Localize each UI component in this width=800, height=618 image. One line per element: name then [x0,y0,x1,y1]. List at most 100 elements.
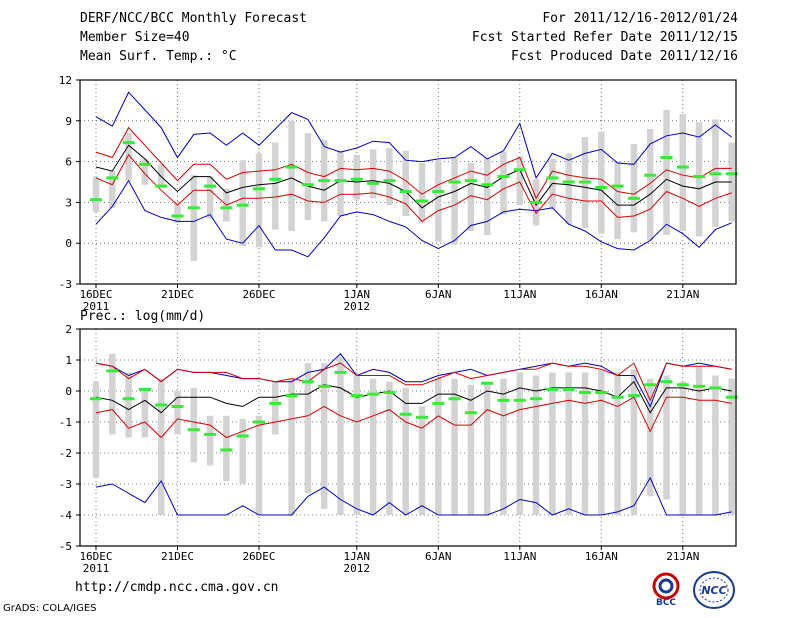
prec-median-mark [334,370,347,374]
temp-median-mark [432,190,445,194]
prec-median-mark [432,401,445,405]
temp-median-mark [220,206,233,210]
prec-box [630,369,638,515]
temp-median-mark [90,198,102,202]
prec-box [206,415,214,466]
temp-box [516,156,524,206]
prec-median-mark [399,412,412,416]
prec-ytick-label: -4 [59,509,73,522]
prec-box [157,378,165,515]
prec-median-mark [627,394,640,398]
prec-median-mark [676,383,689,387]
prec-box [483,381,491,515]
prec-box [516,372,524,515]
temp-box [369,149,377,199]
temp-median-mark [448,180,461,184]
prec-median-mark [220,448,233,452]
prec-box [320,363,328,509]
temp-year-label: 2011 [83,300,110,313]
prec-median-mark [530,397,543,401]
prec-box [581,372,589,515]
temp-mean-plus-sd-line [95,126,732,200]
temp-xtick-label: 21JAN [666,288,699,301]
prec-median-mark [383,391,396,395]
temp-box [402,150,409,216]
temp-box [239,160,246,246]
prec-median-mark [204,432,217,436]
prec-box [174,391,181,435]
prec-ytick-label: -2 [59,447,72,460]
temp-median-mark [676,165,689,169]
temp-max-line [95,91,732,180]
temp-box [646,128,654,241]
temp-box [614,161,621,240]
temp-box [451,157,458,245]
prec-box [223,415,230,481]
prec-median-mark [660,380,673,384]
temp-median-mark [546,176,559,180]
bcc-logo-text: BCC [656,598,676,608]
prec-min-line [95,476,732,516]
prec-median-mark [318,384,331,388]
temp-median-mark [204,184,217,188]
prec-box [369,378,377,515]
temp-box [663,109,670,236]
temp-median-mark [644,173,657,177]
prec-median-mark [725,395,738,399]
prec-mean-minus-sd-line [95,396,732,439]
temp-median-mark [106,176,119,180]
prec-median-mark [497,398,510,402]
temp-xtick-label: 11JAN [503,288,536,301]
temp-xtick-label: 16JAN [585,288,618,301]
prec-median-mark [513,398,526,402]
prec-box [435,378,442,515]
prec-ytick-label: 0 [65,385,72,398]
temp-box [174,201,181,223]
temp-ytick-label: 0 [65,237,72,250]
prec-median-mark [90,397,102,401]
temp-median-mark [318,179,331,183]
temp-box [386,148,393,206]
prec-box [402,387,409,515]
temp-median-mark [138,162,151,166]
prec-box [598,369,605,515]
prec-median-mark [253,420,265,424]
temp-box [304,133,312,221]
temp-box [695,122,703,237]
prec-box [565,372,572,515]
prec-box [141,391,149,438]
temp-median-mark [579,180,591,184]
prec-box [467,384,475,515]
temp-ytick-label: -3 [59,278,72,291]
temp-median-mark [709,172,722,176]
prec-ytick-label: -5 [59,540,72,553]
source-url[interactable]: http://cmdp.ncc.cma.gov.cn [75,580,279,595]
temp-box [92,176,100,212]
prec-box [92,381,100,478]
temp-panel-title: Mean Surf. Temp.: °C [80,49,237,64]
temp-median-mark [171,214,184,218]
prec-median-mark [693,384,706,388]
prec-ytick-label: 2 [65,323,72,336]
temp-box [288,120,295,231]
temp-box [109,171,116,208]
fcst-produced-date: Fcst Produced Date 2011/12/16 [511,49,738,64]
temp-xtick-label: 1JAN [344,288,371,301]
prec-frame [79,328,737,547]
prec-median-mark [579,391,591,395]
prec-box [695,366,703,515]
grads-credit: GrADS: COLA/IGES [3,603,97,614]
temp-box [272,142,279,230]
prec-box [418,406,426,515]
temp-median-mark [530,200,543,204]
prec-median-mark [350,394,363,398]
temp-median-mark [399,190,412,194]
temp-box [206,176,214,219]
prec-box [728,378,735,515]
temp-box [565,153,572,225]
temp-box [141,158,149,185]
prec-xtick-label: 16DEC [79,550,112,563]
temp-xtick-label: 21DEC [161,288,194,301]
prec-median-mark [122,397,135,401]
